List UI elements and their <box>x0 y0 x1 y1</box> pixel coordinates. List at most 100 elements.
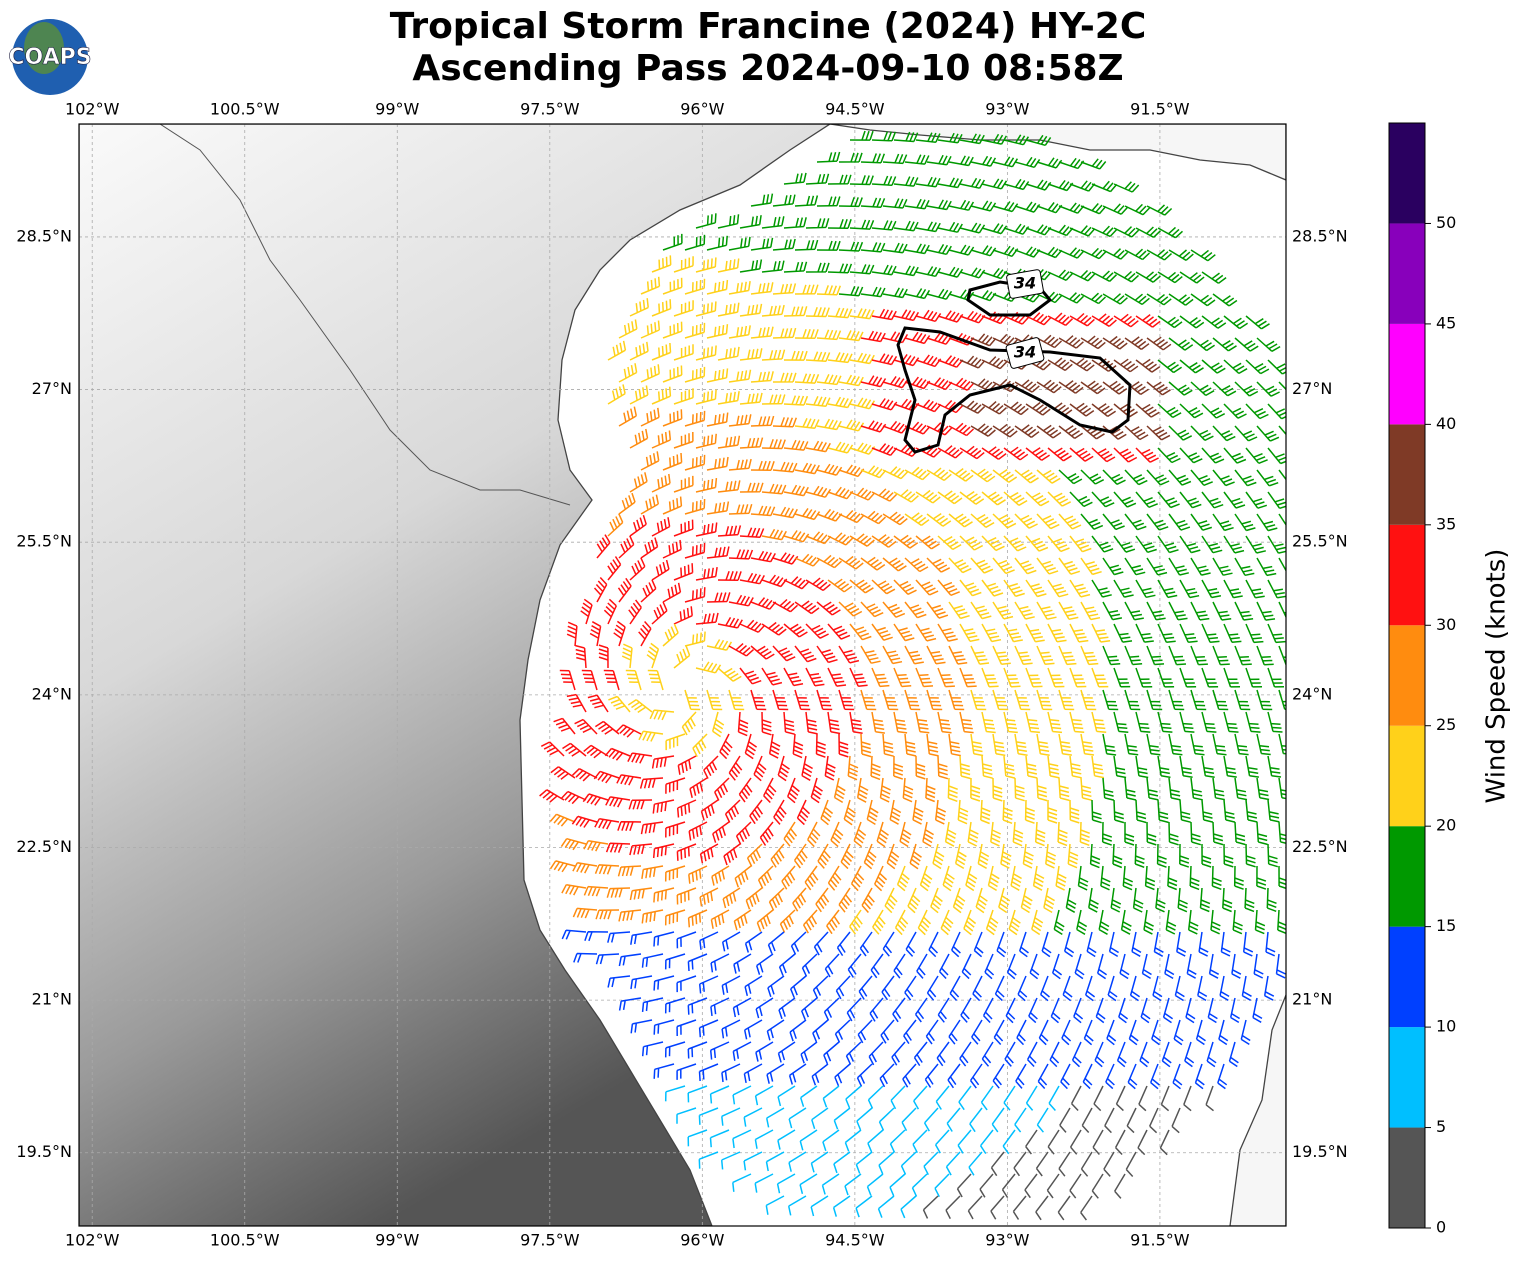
wind-barb <box>703 755 719 779</box>
wind-barb <box>919 865 933 892</box>
wind-barb <box>1135 711 1151 733</box>
wind-barb <box>904 733 917 757</box>
wind-barb <box>849 487 876 501</box>
wind-barb <box>1212 689 1229 711</box>
wind-barb <box>1102 513 1125 531</box>
wind-barb <box>937 310 964 323</box>
wind-barb <box>1179 271 1205 284</box>
wind-barb <box>1124 557 1146 576</box>
wind-barb <box>698 1063 719 1082</box>
wind-barb <box>1050 997 1061 1024</box>
wind-barb <box>710 909 730 929</box>
wind-barb <box>1168 601 1188 621</box>
wind-barb <box>1024 799 1035 824</box>
wind-barb <box>1113 799 1125 824</box>
wind-barb <box>706 412 729 427</box>
wind-barb <box>1245 359 1270 375</box>
wind-barb <box>1190 645 1208 666</box>
wind-barb <box>761 439 786 450</box>
wind-barb <box>915 535 940 550</box>
wind-barb <box>706 279 729 295</box>
wind-barb <box>1212 777 1225 801</box>
wind-barb <box>783 667 804 687</box>
wind-barb <box>911 1173 928 1197</box>
wind-barb <box>629 298 649 317</box>
wind-barb <box>1234 337 1259 352</box>
wind-barb <box>728 643 754 657</box>
wind-barb <box>594 720 620 735</box>
wind-barb <box>805 577 831 592</box>
wind-barb <box>859 931 873 957</box>
wind-barb <box>662 539 682 559</box>
wind-barb <box>770 843 785 868</box>
wind-barb <box>1065 887 1077 913</box>
wind-barb <box>1058 1151 1071 1177</box>
wind-barb <box>566 693 587 713</box>
wind-barb <box>710 953 730 973</box>
wind-barb <box>1278 689 1286 710</box>
wind-barb <box>1028 997 1038 1024</box>
wind-barb <box>618 909 642 922</box>
wind-barb <box>761 528 787 541</box>
wind-barb <box>1190 469 1213 486</box>
wind-barb <box>1058 469 1083 485</box>
wind-barb <box>926 199 952 211</box>
wind-barb <box>948 557 972 574</box>
wind-barb <box>1135 358 1161 373</box>
wind-barb <box>820 799 834 826</box>
wind-barb <box>805 173 830 185</box>
wind-barb <box>1153 931 1164 957</box>
wind-barb <box>937 221 963 233</box>
wind-barb <box>1146 204 1173 216</box>
wind-barb <box>608 695 631 713</box>
wind-barb <box>754 1085 774 1106</box>
wind-barb <box>904 198 930 210</box>
wind-barb <box>1080 1151 1093 1177</box>
colorbar-bin <box>1389 323 1425 425</box>
wind-barb <box>1267 799 1280 823</box>
wind-barb <box>787 777 800 804</box>
wind-barb <box>810 1151 829 1173</box>
wind-barb <box>796 799 811 826</box>
wind-barb <box>1036 689 1053 711</box>
colorbar-tick-label: 0 <box>1436 1218 1446 1237</box>
wind-barb <box>1124 513 1147 531</box>
wind-barb <box>981 356 1008 370</box>
wind-barb <box>994 975 1005 1002</box>
wind-barb <box>630 975 653 990</box>
wind-barb <box>706 235 728 251</box>
wind-barb <box>653 1063 675 1079</box>
wind-barb <box>1069 180 1096 192</box>
wind-barb <box>662 321 683 339</box>
wind-barb <box>1113 579 1134 598</box>
wind-barb <box>1080 158 1107 170</box>
wind-barb <box>575 644 587 669</box>
x-tick-label: 102°W <box>65 1231 120 1250</box>
wind-barb <box>754 1129 774 1149</box>
wind-barb <box>1003 1085 1016 1111</box>
wind-barb <box>618 997 642 1011</box>
wind-barb <box>947 777 958 803</box>
x-tick-label: 94.5°W <box>825 100 885 119</box>
wind-barb <box>992 557 1015 575</box>
y-tick-label: 25.5°N <box>1292 532 1348 551</box>
wind-barb <box>1037 1063 1049 1090</box>
wind-barb <box>904 243 930 255</box>
wind-barb <box>640 537 659 559</box>
wind-barb <box>1168 777 1181 801</box>
wind-barb <box>1245 315 1270 330</box>
wind-barb <box>1036 601 1057 620</box>
wind-barb <box>1152 975 1163 1002</box>
wind-barb <box>926 377 953 391</box>
wind-barb <box>664 1085 686 1102</box>
wind-barb <box>1143 909 1154 935</box>
wind-barb <box>628 599 642 625</box>
wind-barb <box>1014 246 1041 258</box>
wind-barb <box>823 997 840 1021</box>
wind-barb <box>1179 447 1203 464</box>
wind-barb <box>684 587 706 603</box>
wind-barb <box>684 454 706 471</box>
title: Tropical Storm Francine (2024) HY-2C <box>390 6 1147 47</box>
wind-barb <box>662 452 683 471</box>
wind-barb <box>858 975 873 1000</box>
